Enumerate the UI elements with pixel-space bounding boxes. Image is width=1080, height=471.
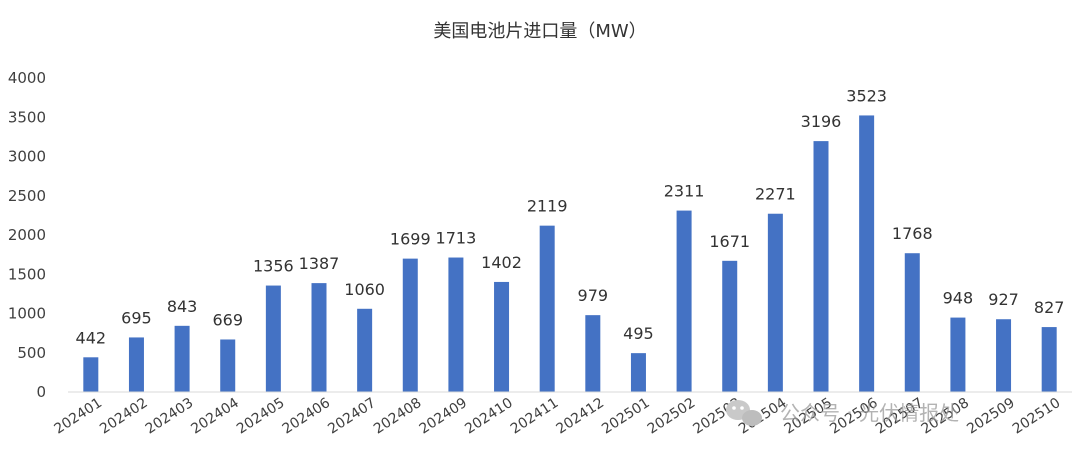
data-label: 669 — [212, 310, 243, 329]
x-tick-label: 202407 — [325, 395, 379, 438]
chart-title: 美国电池片进口量（MW） — [433, 21, 646, 42]
y-tick-label: 1000 — [8, 305, 46, 323]
bar — [402, 258, 418, 392]
bar — [859, 115, 875, 392]
y-axis: 0 500 1000 1500 2000 2500 3000 3500 4000 — [8, 69, 46, 401]
data-label: 1356 — [253, 257, 294, 276]
bar — [585, 315, 601, 392]
bar — [174, 325, 190, 392]
x-tick-label: 202409 — [417, 395, 471, 438]
data-label: 827 — [1034, 298, 1065, 317]
y-tick-label: 0 — [36, 383, 46, 401]
bar — [494, 281, 510, 392]
data-label: 1699 — [390, 230, 431, 249]
data-label: 3196 — [801, 112, 842, 131]
data-label: 1671 — [709, 232, 750, 251]
x-tick-label: 202402 — [97, 395, 151, 438]
bar — [128, 337, 144, 392]
data-label: 1713 — [436, 229, 477, 248]
data-label: 927 — [988, 290, 1019, 309]
bar — [83, 357, 99, 392]
watermark-text: 公众号 · 光伏情报处 — [780, 401, 959, 425]
y-tick-label: 1500 — [8, 265, 46, 283]
bar — [904, 253, 920, 392]
data-label: 979 — [578, 286, 609, 305]
data-label: 695 — [121, 308, 152, 327]
bar — [676, 210, 692, 392]
data-label: 2119 — [527, 197, 568, 216]
bar — [950, 317, 966, 392]
data-label: 948 — [943, 289, 974, 308]
x-tick-label: 202408 — [371, 395, 425, 438]
y-tick-label: 2000 — [8, 226, 46, 244]
data-label: 2271 — [755, 185, 796, 204]
x-tick-label: 202410 — [462, 395, 516, 438]
data-label: 1402 — [481, 253, 522, 272]
x-tick-label: 202404 — [188, 395, 242, 438]
x-tick-label: 202412 — [553, 395, 607, 438]
bar — [767, 213, 783, 392]
bar — [722, 260, 738, 392]
x-tick-label: 202411 — [508, 395, 562, 438]
data-label: 843 — [167, 297, 198, 316]
bar — [220, 339, 236, 392]
y-tick-label: 3500 — [8, 108, 46, 126]
watermark: 公众号 · 光伏情报处 — [726, 400, 959, 426]
data-label: 1387 — [299, 254, 340, 273]
x-tick-label: 202406 — [280, 395, 334, 438]
x-tick-label: 202510 — [1010, 395, 1064, 438]
y-tick-label: 3000 — [8, 148, 46, 166]
bar — [265, 285, 281, 392]
y-tick-label: 500 — [17, 344, 46, 362]
bar — [630, 353, 646, 392]
wechat-icon — [726, 400, 762, 426]
bar — [357, 308, 373, 392]
data-label: 1768 — [892, 224, 933, 243]
x-tick-label: 202501 — [599, 395, 653, 438]
data-label: 1060 — [344, 280, 385, 299]
x-tick-label: 202502 — [645, 395, 699, 438]
bar — [539, 225, 555, 392]
bar — [311, 283, 327, 392]
data-label: 495 — [623, 324, 654, 343]
data-label: 442 — [76, 328, 107, 347]
x-tick-label: 202509 — [964, 395, 1018, 438]
bar — [813, 141, 829, 392]
bar — [1041, 327, 1057, 392]
x-tick-label: 202403 — [143, 395, 197, 438]
data-label: 2311 — [664, 182, 705, 201]
bar — [448, 257, 464, 392]
x-tick-label: 202401 — [51, 395, 105, 438]
y-tick-label: 2500 — [8, 187, 46, 205]
x-tick-label: 202405 — [234, 395, 288, 438]
bar — [996, 319, 1012, 392]
y-tick-label: 4000 — [8, 69, 46, 87]
bars — [83, 115, 1057, 392]
data-label: 3523 — [846, 86, 887, 105]
